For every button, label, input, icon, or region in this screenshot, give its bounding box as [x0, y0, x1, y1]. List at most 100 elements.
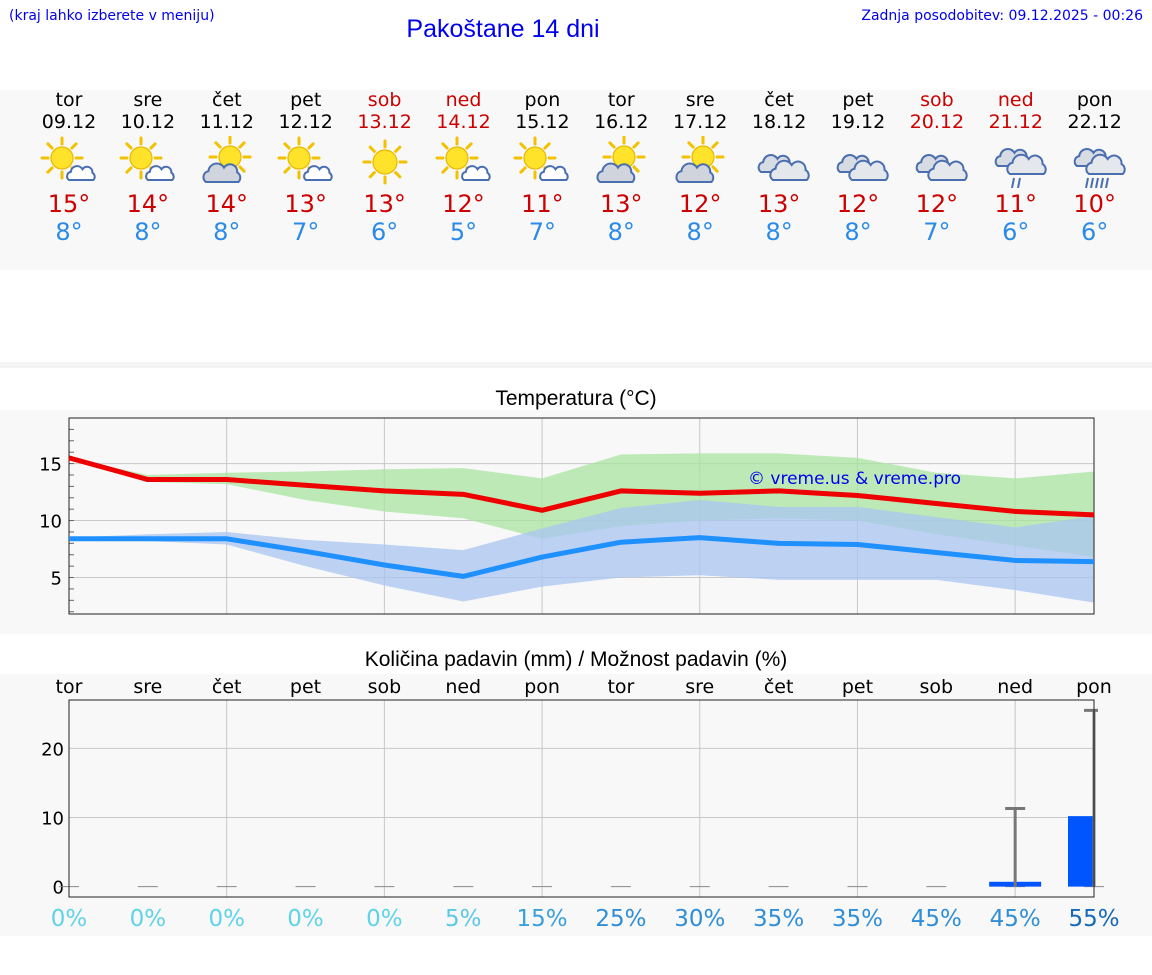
day-date: 14.12 [436, 111, 491, 133]
day-column: čet 18.12 13° 8° [739, 90, 819, 246]
sun-cloud-icon [40, 136, 96, 181]
day-date: 15.12 [515, 111, 570, 133]
divider [0, 362, 1152, 368]
day-name: čet [764, 89, 794, 111]
partly-cloudy-icon [202, 136, 252, 183]
forecast-days: tor 09.12 15° 8° sre 10.12 14° 8° čet 11.12 14° 8° p… [0, 90, 1152, 270]
max-temp-range-band [69, 453, 1094, 558]
min-temp: 7° [528, 218, 557, 246]
min-temp: 7° [292, 218, 320, 246]
max-temp: 12° [678, 190, 722, 218]
y-tick-label: 10 [39, 512, 62, 533]
min-temp: 6° [1081, 218, 1109, 246]
day-column: ned 14.12 12° 5° [424, 90, 504, 246]
day-date: 22.12 [1067, 111, 1122, 133]
day-name: sre [133, 89, 163, 111]
day-column: čet 11.12 14° 8° [187, 89, 267, 247]
day-name: pet [842, 89, 874, 111]
min-temp: 8° [213, 218, 241, 246]
partly-cloudy-icon [596, 136, 646, 183]
day-name: čet [212, 89, 242, 111]
precip-probability: 15% [517, 906, 568, 932]
x-tick-label: čet [212, 676, 242, 698]
temperature-chart: 5 10 15 © vreme.us & vreme.pro [39, 417, 1095, 615]
x-tick-label: čet [764, 676, 794, 698]
plot-frame [68, 417, 1095, 615]
y-tick-label: 5 [51, 569, 62, 590]
last-update: Zadnja posodobitev: 09.12.2025 - 00:26 [861, 8, 1143, 24]
day-date: 21.12 [988, 111, 1043, 133]
day-date: 13.12 [357, 111, 412, 133]
min-temp: 6° [370, 218, 399, 246]
precip-probability: 5% [445, 906, 482, 932]
precip-probability: 25% [595, 906, 646, 932]
precip-probability: 55% [1068, 906, 1119, 932]
day-column: sre 17.12 12° 8° [660, 89, 740, 247]
max-temp: 13° [757, 190, 801, 218]
plot-frame [68, 699, 1095, 898]
day-name: sob [367, 89, 402, 111]
y-tick-label: 10 [41, 809, 64, 830]
precip-probability: 30% [674, 906, 725, 932]
precipitation-chart: 0 10 20 tor sre čet pet sob ned pon tor sre čet pet so… [41, 676, 1119, 932]
day-date: 11.12 [199, 111, 254, 133]
day-column: tor 09.12 15° 8° [29, 90, 109, 246]
max-temp: 13° [363, 190, 406, 218]
day-column: pon 22.12 10° 6° [1055, 90, 1135, 246]
day-column: pet 12.12 13° 7° [266, 90, 346, 246]
max-temp: 14° [126, 190, 170, 218]
day-column: tor 16.12 13° 8° [581, 90, 661, 247]
day-date: 10.12 [120, 111, 176, 133]
cloudy-icon [915, 154, 968, 181]
sun-cloud-icon [119, 136, 175, 181]
x-tick-label: sob [920, 676, 954, 698]
max-temp-line [68, 455, 1095, 518]
watermark: © vreme.us & vreme.pro [748, 469, 961, 489]
x-tick-label: ned [997, 676, 1033, 698]
min-temp: 8° [55, 218, 83, 246]
x-tick-label: sre [685, 676, 714, 698]
cloudy-icon [757, 154, 810, 181]
x-tick-label: sre [133, 676, 162, 698]
precip-probability: 45% [990, 906, 1041, 932]
y-tick-label: 0 [53, 878, 64, 899]
y-tick-label: 20 [41, 739, 64, 760]
day-name: pon [524, 89, 561, 111]
location-hint: (kraj lahko izberete v meniju) [9, 8, 215, 24]
x-tick-label: tor [607, 676, 634, 698]
x-tick-label: pon [524, 676, 560, 698]
page-title: Pakoštane 14 dni [406, 15, 600, 43]
min-temp: 7° [923, 218, 951, 246]
precip-probability: 0% [208, 906, 245, 932]
precip-probability: 0% [130, 906, 167, 932]
sunny-icon [362, 139, 408, 185]
max-temp: 11° [521, 190, 564, 218]
temperature-chart-title: Temperatura (°C) [495, 387, 657, 410]
day-name: sre [685, 89, 715, 111]
min-temp: 8° [607, 218, 635, 246]
x-tick-label: sob [368, 676, 402, 698]
plot-area [69, 700, 1094, 897]
rain-icon [1073, 148, 1126, 188]
sun-cloud-icon [277, 136, 333, 181]
day-column: pet 19.12 12° 8° [818, 90, 898, 246]
day-column: sre 10.12 14° 8° [108, 90, 188, 246]
precip-probability: 0% [366, 906, 403, 932]
day-name: tor [55, 89, 83, 111]
day-name: pet [290, 89, 322, 111]
max-temp: 12° [915, 190, 959, 218]
precip-probability: 0% [287, 906, 324, 932]
precip-probability: 35% [753, 906, 804, 932]
day-date: 18.12 [751, 111, 807, 133]
day-date: 20.12 [909, 111, 965, 133]
min-temp: 8° [134, 218, 162, 246]
max-temp: 11° [994, 190, 1038, 218]
day-name: sob [920, 89, 954, 111]
precip-probability: 45% [911, 906, 962, 932]
day-date: 12.12 [278, 111, 333, 133]
precipitation-chart-title: Količina padavin (mm) / Možnost padavin … [364, 648, 788, 671]
min-temp: 8° [765, 218, 793, 246]
max-temp: 13° [600, 190, 643, 218]
min-temp: 8° [844, 218, 872, 246]
day-date: 09.12 [41, 111, 97, 133]
